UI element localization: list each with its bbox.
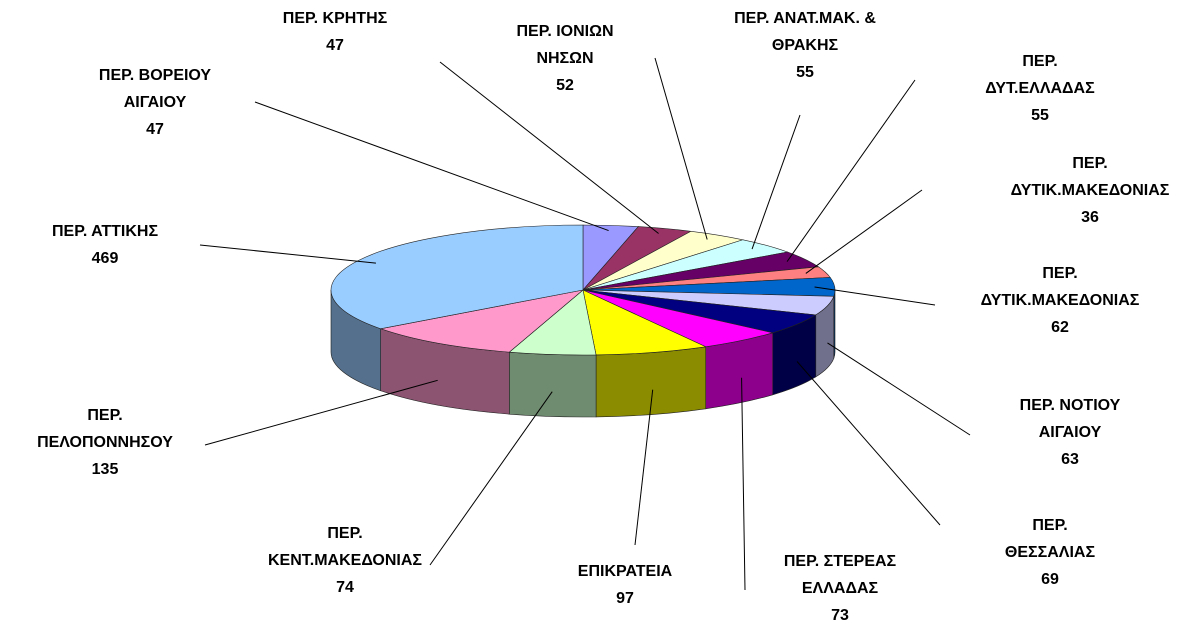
data-label: ΠΕΡ. ΙΟΝΙΩΝ ΝΗΣΩΝ 52: [516, 18, 613, 99]
value-label: 47: [146, 121, 164, 138]
data-label: ΠΕΡ. ΝΟΤΙΟΥ ΑΙΓΑΙΟΥ 63: [1020, 392, 1121, 473]
category-label: ΠΕΡ. ΔΥΤΙΚ.ΜΑΚΕΔΟΝΙΑΣ: [980, 265, 1140, 309]
leader-line: [786, 79, 916, 262]
value-label: 469: [91, 250, 119, 267]
leader-line: [751, 114, 801, 250]
category-label: ΠΕΡ. ΑΤΤΙΚΗΣ: [51, 223, 159, 240]
data-label: ΠΕΡ. ΚΡΗΤΗΣ 47: [283, 5, 387, 59]
slice-side: [509, 351, 597, 418]
value-label: 55: [1031, 107, 1049, 124]
category-label: ΠΕΡ. ΚΡΗΤΗΣ: [282, 10, 388, 27]
value-label: 62: [1051, 319, 1069, 336]
slice: [379, 289, 585, 353]
category-label: ΕΠΙΚΡΑΤΕΙΑ: [577, 563, 673, 580]
leader-line: [439, 61, 659, 234]
category-label: ΠΕΡ. ΙΟΝΙΩΝ ΝΗΣΩΝ: [516, 23, 614, 67]
leader-line: [741, 377, 746, 591]
leader-line: [827, 342, 971, 436]
category-label: ΠΕΡ. ΚΕΝΤ.ΜΑΚΕΔΟΝΙΑΣ: [267, 525, 423, 569]
category-label: ΠΕΡ. ΝΟΤΙΟΥ ΑΙΓΑΙΟΥ: [1019, 397, 1121, 441]
value-label: 97: [616, 590, 634, 607]
category-label: ΠΕΡ. ΒΟΡΕΙΟΥ ΑΙΓΑΙΟΥ: [98, 67, 212, 111]
leader-line: [204, 379, 438, 446]
category-label: ΠΕΡ. ΔΥΤ.ΕΛΛΑΔΑΣ: [985, 53, 1095, 97]
leader-line: [199, 244, 376, 264]
leader-line: [634, 389, 654, 546]
data-label: ΠΕΡ. ΒΟΡΕΙΟΥ ΑΙΓΑΙΟΥ 47: [99, 62, 211, 143]
data-label: ΠΕΡ. ΑΝΑΤ.ΜΑΚ. & ΘΡΑΚΗΣ 55: [734, 5, 876, 86]
data-label: ΠΕΡ. ΠΕΛΟΠΟΝΝΗΣΟΥ 135: [37, 402, 173, 483]
category-label: ΠΕΡ. ΣΤΕΡΕΑΣ ΕΛΛΑΔΑΣ: [783, 553, 897, 597]
slice: [582, 289, 707, 356]
value-label: 55: [796, 64, 814, 81]
value-label: 36: [1081, 209, 1099, 226]
leader-line: [796, 361, 941, 526]
value-label: 135: [91, 461, 119, 478]
data-label: ΠΕΡ. ΣΤΕΡΕΑΣ ΕΛΛΑΔΑΣ 73: [784, 548, 896, 628]
data-label: ΠΕΡ. ΘΕΣΣΑΛΙΑΣ 69: [987, 512, 1114, 593]
data-label: ΠΕΡ. ΑΤΤΙΚΗΣ 469: [52, 218, 158, 272]
value-label: 52: [556, 77, 574, 94]
value-label: 74: [336, 579, 354, 596]
category-label: ΠΕΡ. ΑΝΑΤ.ΜΑΚ. & ΘΡΑΚΗΣ: [734, 10, 876, 54]
data-label: ΠΕΡ. ΚΕΝΤ.ΜΑΚΕΔΟΝΙΑΣ 74: [268, 520, 422, 601]
data-label: ΕΠΙΚΡΑΤΕΙΑ 97: [578, 558, 672, 612]
category-label: ΠΕΡ. ΘΕΣΣΑΛΙΑΣ: [1004, 517, 1096, 561]
leader-line: [429, 391, 553, 566]
data-label: ΠΕΡ. ΔΥΤ.ΕΛΛΑΔΑΣ 55: [972, 48, 1109, 129]
value-label: 47: [326, 37, 344, 54]
value-label: 63: [1061, 451, 1079, 468]
leader-line: [814, 286, 936, 306]
leader-line: [805, 189, 923, 274]
data-label: ΠΕΡ. ΔΥΤΙΚ.ΜΑΚΕΔΟΝΙΑΣ 36: [1011, 150, 1170, 231]
value-label: 69: [1041, 571, 1059, 588]
category-label: ΠΕΡ. ΔΥΤΙΚ.ΜΑΚΕΔΟΝΙΑΣ: [1010, 155, 1170, 199]
category-label: ΠΕΡ. ΠΕΛΟΠΟΝΝΗΣΟΥ: [37, 407, 173, 451]
leader-line: [254, 101, 609, 232]
leader-line: [654, 57, 708, 240]
value-label: 73: [831, 607, 849, 624]
data-label: ΠΕΡ. ΔΥΤΙΚ.ΜΑΚΕΔΟΝΙΑΣ 62: [981, 260, 1140, 341]
